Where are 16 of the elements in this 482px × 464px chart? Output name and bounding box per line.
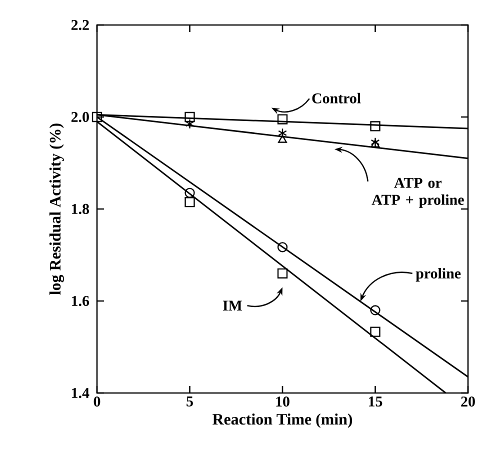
y-tick-label: 2.0 [71, 112, 89, 122]
annotation: IM [222, 300, 242, 310]
y-axis-title: log Residual Activity (%) [49, 124, 64, 295]
y-tick-label: 2.2 [71, 20, 89, 30]
x-tick-label: 10 [276, 396, 290, 407]
y-tick-label: 1.4 [72, 388, 90, 398]
x-tick-label: 5 [186, 396, 193, 406]
x-tick-label: 20 [461, 396, 475, 407]
y-tick-label: 1.8 [72, 204, 89, 214]
annotation: Control [312, 92, 361, 104]
y-tick-label: 1.6 [72, 296, 90, 306]
annotation: proline [416, 268, 461, 282]
x-axis-title: Reaction Time (min) [212, 413, 352, 428]
x-tick-label: 15 [368, 396, 382, 407]
x-tick-label: 0 [94, 396, 100, 407]
annotation: ATP or ATP + proline [372, 178, 464, 208]
